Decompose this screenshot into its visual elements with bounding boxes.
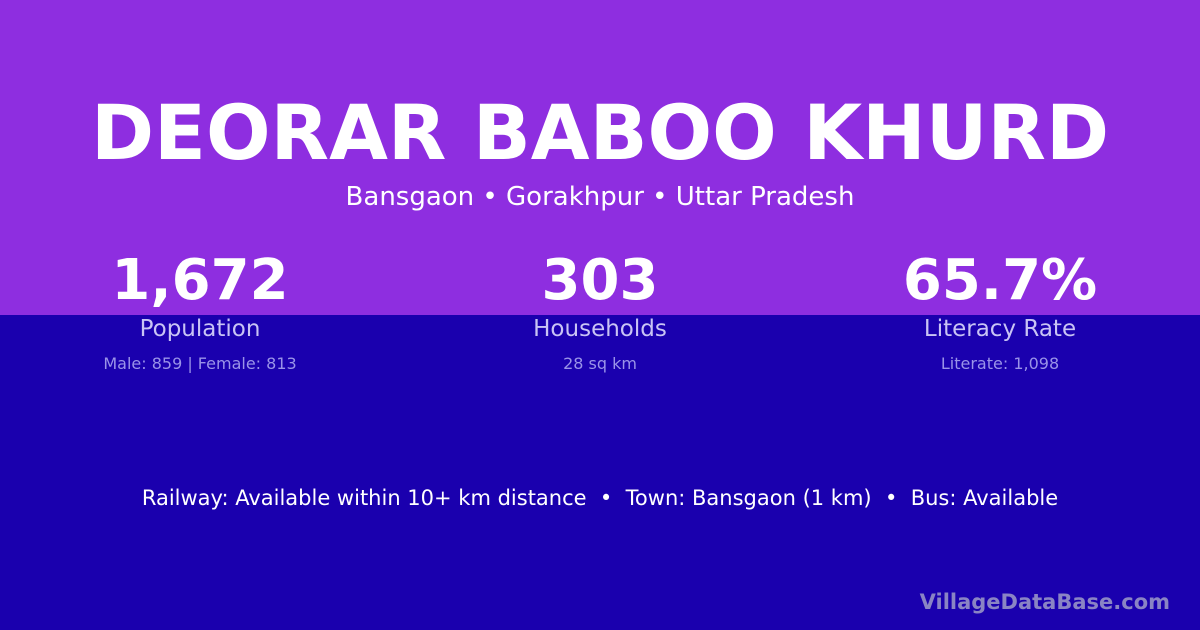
stat-detail: 28 sq km	[563, 354, 637, 373]
stat-label: Households	[533, 316, 667, 342]
stat-detail: Literate: 1,098	[940, 354, 1060, 373]
stat-literacy: 65.7% Literacy Rate Literate: 1,098	[800, 248, 1200, 374]
header-band	[0, 0, 1200, 315]
stat-detail: Male: 859 | Female: 813	[103, 354, 297, 373]
stat-households: 303 Households 28 sq km	[400, 248, 800, 374]
location-subtitle: Bansgaon • Gorakhpur • Uttar Pradesh	[345, 182, 855, 212]
stat-value: 65.7%	[902, 248, 1098, 313]
village-title: DEORAR BABOO KHURD	[90, 88, 1110, 177]
stat-value: 303	[541, 248, 659, 313]
stat-population: 1,672 Population Male: 859 | Female: 813	[0, 248, 400, 374]
brand-logo: VillageDataBase.com	[919, 590, 1170, 614]
stat-label: Literacy Rate	[923, 316, 1077, 342]
connectivity-info: Railway: Available within 10+ km distanc…	[141, 486, 1059, 510]
stat-value: 1,672	[111, 248, 289, 313]
stat-label: Population	[139, 316, 261, 342]
